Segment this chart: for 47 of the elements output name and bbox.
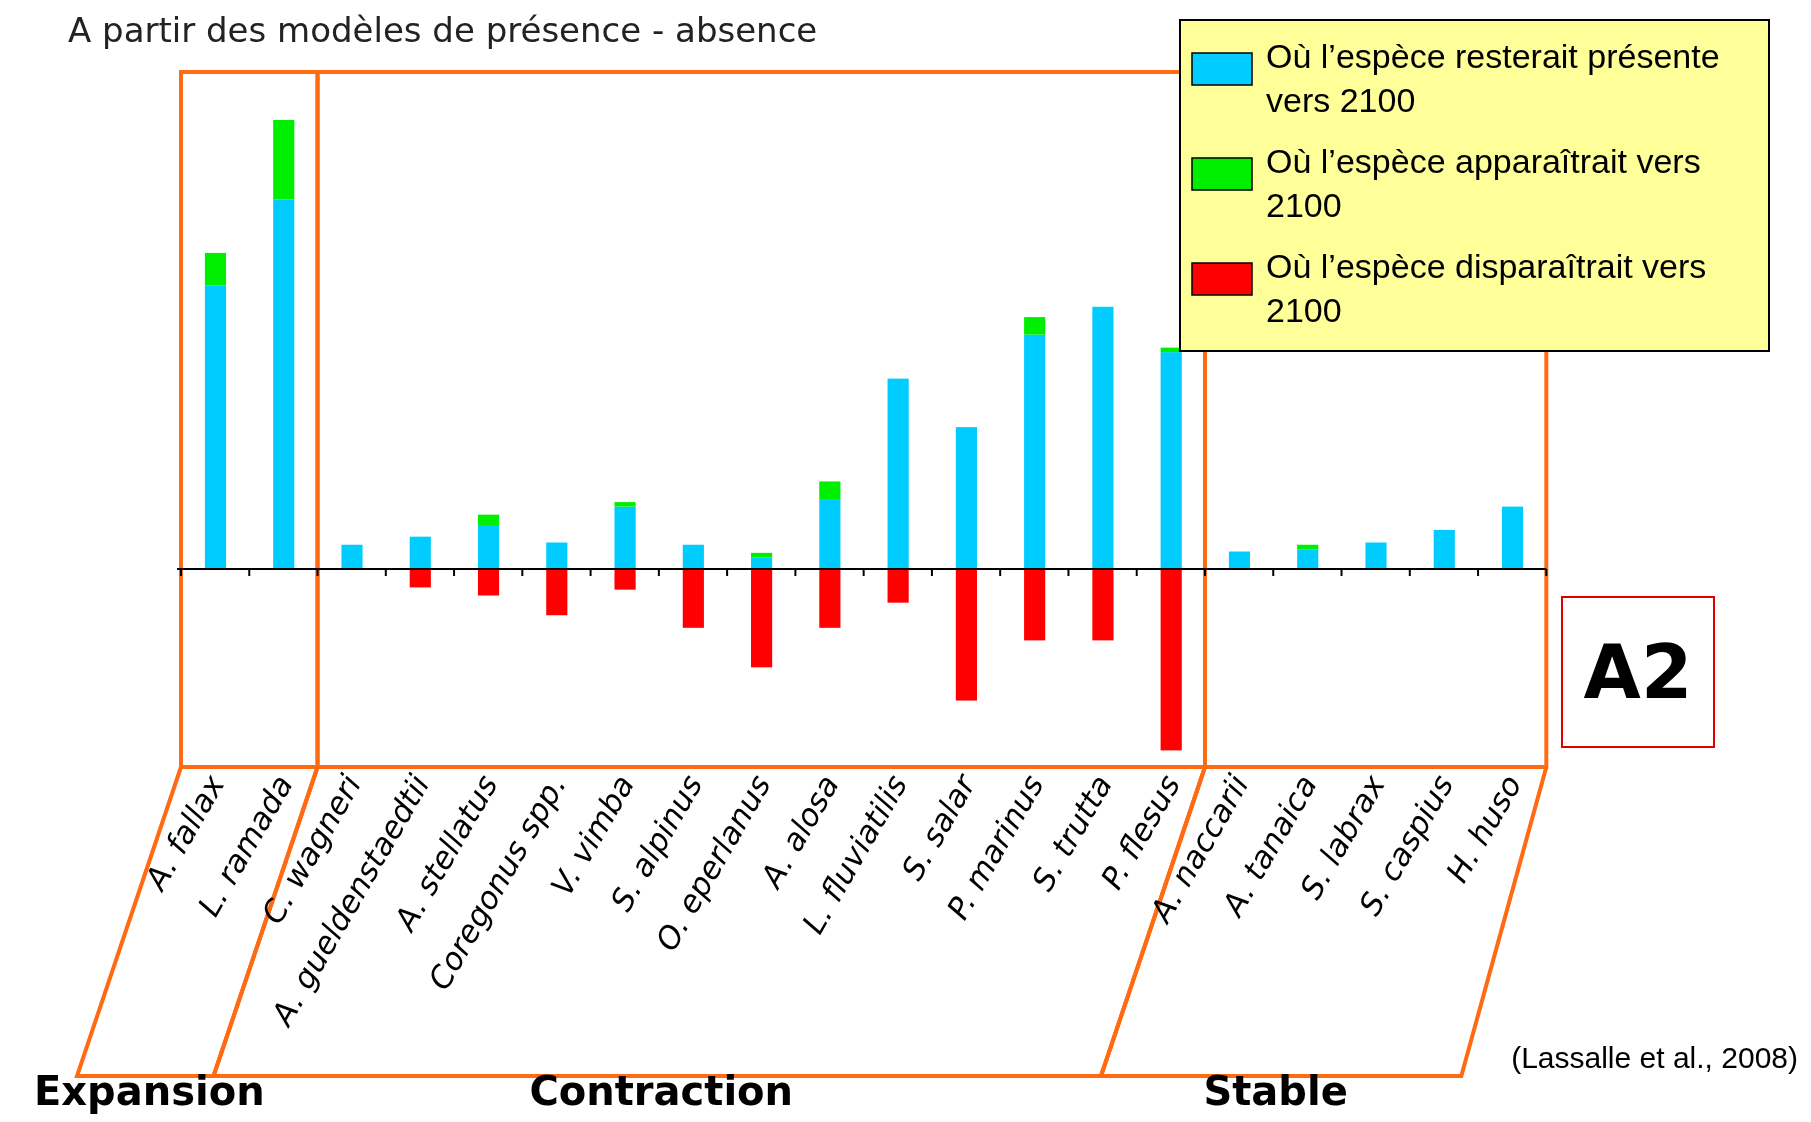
bar — [273, 199, 295, 569]
bar — [682, 544, 704, 569]
bar — [819, 481, 841, 500]
bar — [1092, 569, 1114, 641]
text: Contraction — [529, 1068, 794, 1114]
legend-label: Où l’espèce resterait présente vers 2100 — [1266, 37, 1720, 119]
bar — [751, 569, 773, 668]
bar — [955, 427, 977, 569]
bar — [1024, 334, 1046, 569]
chart-title: A partir des modèles de présence - absence — [68, 10, 818, 50]
bar — [1228, 551, 1251, 569]
bar — [1433, 529, 1455, 569]
bar — [1024, 569, 1046, 641]
bar — [204, 285, 227, 569]
bar — [751, 557, 773, 569]
legend-label: Où l’espèce disparaîtrait vers 2100 — [1266, 247, 1707, 329]
bar — [546, 542, 568, 569]
bar — [409, 536, 431, 569]
bar — [273, 120, 295, 200]
bar — [682, 569, 704, 628]
bar — [887, 569, 909, 603]
text: Expansion — [33, 1068, 265, 1114]
bar — [887, 378, 909, 569]
bar — [1501, 506, 1524, 569]
bar — [614, 502, 636, 507]
bar — [477, 569, 500, 596]
text: Stable — [1203, 1068, 1348, 1114]
bar — [819, 499, 841, 569]
bar — [1160, 569, 1182, 751]
bar — [819, 569, 841, 628]
bar — [341, 544, 363, 569]
legend-label: Où l’espèce apparaîtrait vers 2100 — [1266, 142, 1701, 224]
bar — [614, 506, 636, 569]
bar — [614, 569, 636, 590]
bar — [955, 569, 977, 701]
bar — [1365, 542, 1387, 569]
bar — [204, 252, 227, 286]
text: (Lassalle et al., 2008) — [1511, 1041, 1798, 1074]
bar — [546, 569, 568, 616]
bar — [1297, 549, 1319, 569]
bar — [1160, 352, 1182, 569]
text: A2 — [1583, 629, 1693, 715]
bar — [477, 525, 500, 569]
bar — [1024, 317, 1046, 335]
bar — [1092, 306, 1114, 569]
bar — [409, 569, 431, 588]
bar — [477, 514, 500, 525]
